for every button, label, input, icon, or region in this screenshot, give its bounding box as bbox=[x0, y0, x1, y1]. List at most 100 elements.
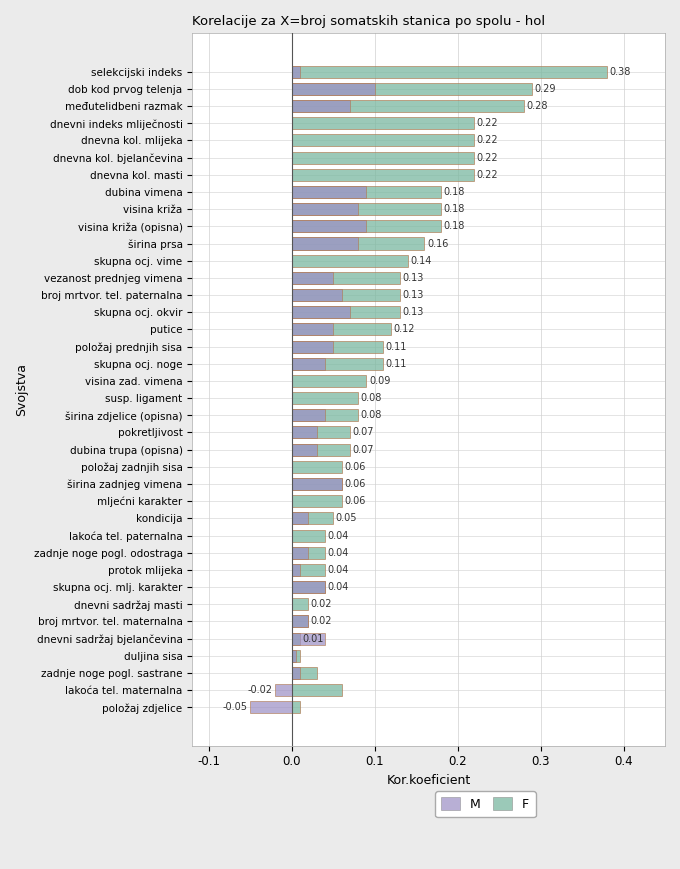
Bar bbox=[292, 203, 358, 216]
Bar bbox=[292, 341, 333, 353]
Bar bbox=[292, 701, 300, 713]
Bar bbox=[292, 513, 333, 524]
Bar bbox=[292, 221, 367, 232]
Bar bbox=[292, 203, 441, 216]
Bar bbox=[292, 135, 474, 147]
Bar bbox=[292, 83, 532, 95]
Bar bbox=[292, 444, 317, 455]
Bar bbox=[292, 323, 333, 335]
Bar bbox=[292, 529, 325, 541]
Bar bbox=[292, 513, 309, 524]
Text: 0.29: 0.29 bbox=[534, 84, 556, 94]
Bar bbox=[292, 667, 317, 679]
Bar bbox=[292, 633, 300, 645]
Text: 0.08: 0.08 bbox=[360, 393, 382, 403]
Text: 0.07: 0.07 bbox=[352, 428, 374, 437]
Bar bbox=[292, 495, 341, 507]
Bar bbox=[292, 306, 400, 318]
Text: 0.02: 0.02 bbox=[311, 600, 333, 609]
Bar bbox=[292, 409, 358, 421]
Text: 0.18: 0.18 bbox=[443, 187, 465, 197]
Bar bbox=[292, 83, 375, 95]
Bar bbox=[292, 427, 317, 439]
Bar bbox=[292, 255, 408, 267]
Y-axis label: Svojstva: Svojstva bbox=[15, 363, 28, 416]
Bar bbox=[292, 323, 391, 335]
Bar bbox=[292, 461, 341, 473]
Bar bbox=[292, 427, 350, 439]
Text: 0.08: 0.08 bbox=[360, 410, 382, 421]
Bar bbox=[292, 100, 524, 112]
Bar bbox=[292, 358, 325, 370]
Bar bbox=[292, 169, 474, 181]
Text: 0.04: 0.04 bbox=[328, 531, 349, 541]
Bar bbox=[292, 564, 325, 576]
Bar bbox=[292, 186, 367, 198]
Bar bbox=[292, 341, 383, 353]
Bar bbox=[292, 221, 441, 232]
Text: 0.28: 0.28 bbox=[526, 101, 548, 111]
Bar bbox=[292, 306, 350, 318]
Bar bbox=[292, 151, 474, 163]
Bar bbox=[292, 564, 300, 576]
Text: -0.02: -0.02 bbox=[248, 685, 273, 695]
Bar bbox=[292, 186, 441, 198]
Text: 0.22: 0.22 bbox=[477, 153, 498, 163]
Text: 0.06: 0.06 bbox=[344, 496, 365, 506]
Bar bbox=[250, 701, 292, 713]
Bar bbox=[292, 392, 358, 404]
Bar bbox=[292, 598, 309, 610]
Text: 0.04: 0.04 bbox=[328, 582, 349, 592]
Text: 0.11: 0.11 bbox=[386, 342, 407, 352]
Bar bbox=[292, 547, 325, 559]
Text: 0.38: 0.38 bbox=[609, 67, 631, 76]
Text: 0.11: 0.11 bbox=[386, 359, 407, 368]
Bar bbox=[292, 272, 400, 284]
Bar bbox=[292, 478, 341, 490]
Text: 0.16: 0.16 bbox=[427, 238, 448, 249]
Bar bbox=[292, 375, 367, 387]
Bar bbox=[292, 650, 300, 662]
Bar bbox=[292, 409, 325, 421]
Bar bbox=[292, 66, 300, 77]
Bar bbox=[292, 358, 383, 370]
Bar bbox=[292, 615, 309, 627]
Bar bbox=[292, 547, 309, 559]
Text: 0.06: 0.06 bbox=[344, 461, 365, 472]
X-axis label: Kor.koeficient: Kor.koeficient bbox=[386, 774, 471, 787]
Text: 0.13: 0.13 bbox=[402, 273, 424, 283]
Legend: M, F: M, F bbox=[435, 791, 536, 817]
Text: 0.02: 0.02 bbox=[311, 616, 333, 627]
Bar bbox=[292, 444, 350, 455]
Bar bbox=[292, 684, 341, 696]
Text: 0.22: 0.22 bbox=[477, 136, 498, 145]
Bar bbox=[292, 237, 424, 249]
Text: 0.12: 0.12 bbox=[394, 324, 415, 335]
Bar bbox=[292, 633, 325, 645]
Bar bbox=[292, 650, 296, 662]
Bar bbox=[292, 117, 474, 129]
Bar bbox=[292, 615, 309, 627]
Text: 0.09: 0.09 bbox=[369, 376, 390, 386]
Text: 0.04: 0.04 bbox=[328, 547, 349, 558]
Text: 0.22: 0.22 bbox=[477, 118, 498, 129]
Text: 0.06: 0.06 bbox=[344, 479, 365, 489]
Text: 0.22: 0.22 bbox=[477, 169, 498, 180]
Text: 0.04: 0.04 bbox=[328, 565, 349, 575]
Text: 0.14: 0.14 bbox=[411, 255, 432, 266]
Text: 0.05: 0.05 bbox=[336, 514, 357, 523]
Bar bbox=[292, 100, 350, 112]
Bar bbox=[292, 478, 341, 490]
Text: Korelacije za X=broj somatskih stanica po spolu - hol: Korelacije za X=broj somatskih stanica p… bbox=[192, 15, 545, 28]
Bar bbox=[292, 667, 300, 679]
Text: 0.18: 0.18 bbox=[443, 204, 465, 214]
Bar bbox=[292, 581, 325, 593]
Text: 0.13: 0.13 bbox=[402, 308, 424, 317]
Text: 0.18: 0.18 bbox=[443, 222, 465, 231]
Bar bbox=[292, 237, 358, 249]
Bar bbox=[292, 289, 400, 301]
Text: 0.13: 0.13 bbox=[402, 290, 424, 300]
Bar bbox=[292, 66, 607, 77]
Bar bbox=[275, 684, 292, 696]
Text: 0.07: 0.07 bbox=[352, 445, 374, 454]
